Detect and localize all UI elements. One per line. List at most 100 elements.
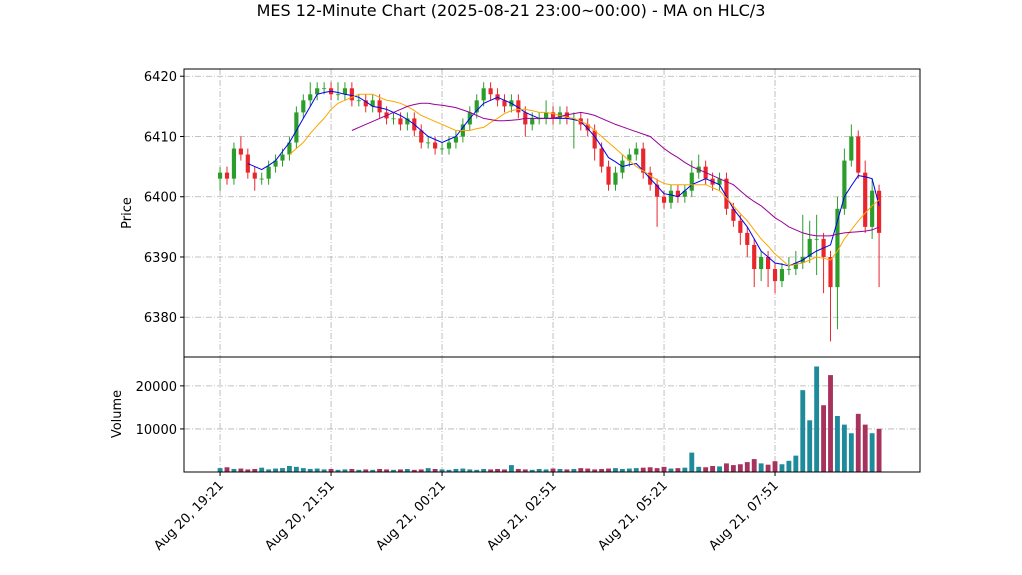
candle-body xyxy=(752,244,757,270)
candle-body xyxy=(634,148,639,155)
candle-body xyxy=(655,184,660,197)
volume-bar xyxy=(259,467,265,472)
candle-body xyxy=(391,118,396,120)
volume-bar xyxy=(758,463,764,472)
volume-bar xyxy=(453,468,459,472)
volume-bar xyxy=(821,405,827,472)
candle-body xyxy=(446,142,452,149)
volume-bar xyxy=(238,468,244,472)
volume-bar xyxy=(724,463,729,472)
volume-bar xyxy=(266,469,272,472)
candle-body xyxy=(335,94,341,96)
volume-bar xyxy=(252,468,258,472)
volume-bar xyxy=(293,466,299,472)
volume-bar xyxy=(800,390,806,472)
volume-bar xyxy=(737,464,743,472)
volume-bar xyxy=(314,468,320,472)
candle-body xyxy=(294,112,299,143)
candle-body xyxy=(530,118,535,125)
candle-body xyxy=(516,100,521,113)
volume-bar xyxy=(495,468,500,472)
candle-body xyxy=(224,172,230,179)
y-tick-label: 20000 xyxy=(136,380,177,395)
volume-bar xyxy=(599,468,605,472)
candle-body xyxy=(759,256,764,270)
volume-bar xyxy=(640,467,646,472)
volume-bar xyxy=(730,465,736,472)
volume-bar xyxy=(529,469,535,472)
volume-bar xyxy=(307,468,313,472)
candle-body xyxy=(502,100,507,107)
candle-body xyxy=(287,142,292,155)
volume-bar xyxy=(411,469,417,472)
volume-bar xyxy=(370,469,376,472)
candle-body xyxy=(356,100,361,102)
x-tick-label: Aug 21, 00:21 xyxy=(373,478,449,554)
candle-body xyxy=(627,154,632,161)
volume-bar xyxy=(717,466,722,472)
candle-body xyxy=(481,88,486,101)
volume-bar xyxy=(689,452,695,472)
volume-bar xyxy=(502,469,507,472)
candle-body xyxy=(398,118,403,125)
volume-bar xyxy=(550,468,556,472)
volume-bar xyxy=(404,468,410,472)
x-tick-label: Aug 20, 19:21 xyxy=(151,478,227,554)
candle-body xyxy=(433,142,438,149)
volume-bar xyxy=(779,464,785,472)
candle-body xyxy=(599,148,604,167)
volume-bar xyxy=(363,469,369,472)
candle-body xyxy=(842,160,847,209)
candle-body xyxy=(266,166,271,179)
candle-body xyxy=(342,88,348,95)
volume-bar xyxy=(793,455,799,472)
volume-bar xyxy=(876,428,882,472)
volume-bar xyxy=(398,469,403,472)
candle-body xyxy=(717,178,722,185)
volume-bar xyxy=(848,433,854,472)
volume-bar xyxy=(557,468,563,472)
volume-bar xyxy=(564,469,570,472)
volume-bar xyxy=(287,465,292,472)
candle-body xyxy=(731,208,736,221)
volume-bar xyxy=(231,468,237,472)
volume-bar xyxy=(508,465,514,472)
volume-bar xyxy=(613,468,618,472)
volume-bar xyxy=(772,461,778,472)
volume-bar xyxy=(835,416,840,472)
volume-bar xyxy=(814,366,820,472)
candle-body xyxy=(564,112,569,119)
y-tick-label: 6420 xyxy=(144,70,177,85)
candle-body xyxy=(273,160,278,167)
candle-body xyxy=(682,190,687,197)
candle-body xyxy=(259,178,264,180)
candle-body xyxy=(849,136,854,161)
candle-body xyxy=(308,94,313,101)
candle-body xyxy=(439,148,445,150)
candle-body xyxy=(606,166,611,185)
candle-body xyxy=(315,88,320,95)
volume-bar xyxy=(751,459,757,472)
volume-bar xyxy=(328,468,334,472)
candle-body xyxy=(661,196,667,203)
candle-body xyxy=(738,220,743,233)
volume-bar xyxy=(377,468,383,472)
volume-bar xyxy=(682,467,688,472)
volume-bar xyxy=(439,469,445,472)
volume-panel-frame xyxy=(183,356,921,473)
candle-body xyxy=(252,172,257,179)
candle-body xyxy=(488,88,493,95)
y-axis-label: Price xyxy=(120,197,135,229)
volume-bar xyxy=(391,469,396,472)
volume-bar xyxy=(696,466,702,472)
candle-body xyxy=(766,256,771,270)
chart-title: MES 12-Minute Chart (2025-08-21 23:00~00… xyxy=(257,1,766,20)
candle-body xyxy=(793,263,798,270)
candle-body xyxy=(453,136,459,143)
volume-bar xyxy=(488,469,494,472)
candle-body xyxy=(856,136,861,173)
candle-body xyxy=(814,238,819,240)
candle-body xyxy=(613,172,618,185)
candle-body xyxy=(349,88,354,101)
x-tick-label: Aug 21, 02:51 xyxy=(484,478,560,554)
